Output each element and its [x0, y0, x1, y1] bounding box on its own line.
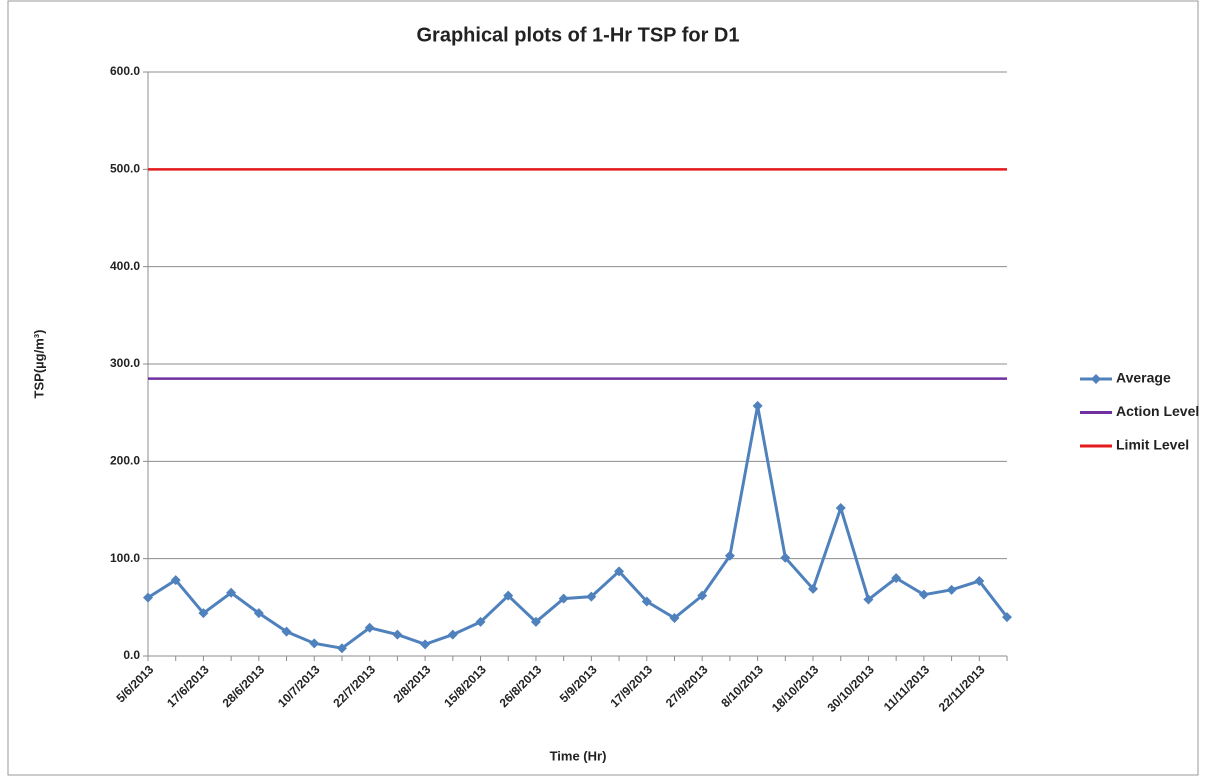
data-point [641, 596, 652, 607]
data-point [614, 566, 625, 577]
data-point [143, 592, 153, 603]
y-tick-label: 0.0 [123, 648, 140, 662]
data-point [364, 622, 375, 633]
data-point [669, 613, 680, 624]
legend-label: Limit Level [1116, 437, 1189, 453]
data-point [226, 587, 237, 598]
data-point [946, 584, 957, 595]
y-tick-label: 300.0 [110, 356, 140, 370]
data-point [808, 583, 819, 594]
data-point [447, 629, 458, 640]
y-tick-label: 500.0 [110, 162, 140, 176]
y-axis-title: TSP(µg/m³) [31, 330, 46, 399]
data-point [974, 576, 985, 587]
data-point [863, 594, 874, 605]
y-tick-label: 600.0 [110, 64, 140, 78]
legend-label: Action Level [1116, 403, 1199, 419]
y-tick-label: 200.0 [110, 454, 140, 468]
data-point [475, 616, 486, 627]
legend-label: Average [1116, 370, 1171, 386]
legend-marker [1091, 374, 1101, 384]
data-point [503, 590, 514, 601]
chart-frame [7, 0, 1199, 776]
y-tick-label: 400.0 [110, 259, 140, 273]
data-point [697, 590, 708, 601]
data-point [918, 589, 929, 600]
data-point [530, 616, 541, 627]
chart-title: Graphical plots of 1-Hr TSP for D1 [416, 24, 739, 46]
data-point [281, 626, 292, 637]
x-axis-title: Time (Hr) [550, 748, 607, 763]
data-point [1002, 612, 1012, 623]
data-point [780, 552, 791, 563]
data-point [891, 573, 902, 584]
data-point [752, 400, 763, 411]
data-point [558, 593, 569, 604]
data-point [253, 608, 264, 619]
data-point [309, 638, 320, 649]
data-point [170, 575, 181, 586]
data-point [835, 503, 846, 514]
data-point [420, 639, 431, 650]
y-tick-label: 100.0 [110, 551, 140, 565]
data-point [336, 643, 347, 654]
series-line [147, 405, 1009, 650]
data-point [586, 591, 597, 602]
data-point [198, 608, 209, 619]
data-point [724, 550, 735, 561]
data-point [392, 629, 403, 640]
